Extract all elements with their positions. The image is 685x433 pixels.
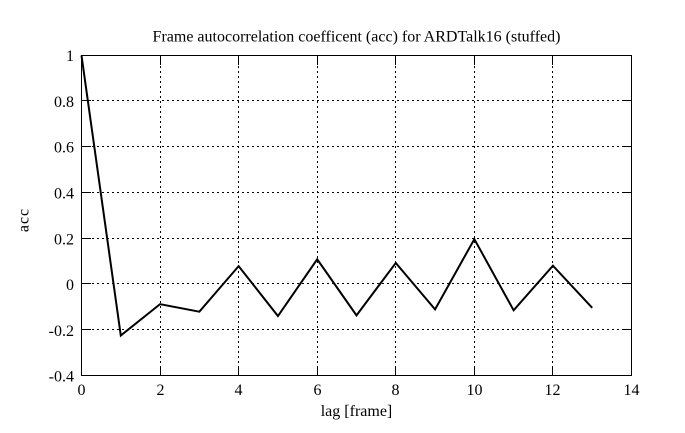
svg-text:2: 2 [157,382,165,399]
svg-text:6: 6 [314,382,322,399]
svg-text:12: 12 [545,382,561,399]
svg-text:0: 0 [78,382,86,399]
svg-text:4: 4 [235,382,243,399]
svg-text:acc: acc [16,208,33,232]
svg-text:1: 1 [66,48,74,65]
svg-text:14: 14 [624,382,640,399]
svg-text:-0.2: -0.2 [49,323,74,340]
svg-text:Frame autocorrelation coeffice: Frame autocorrelation coefficent (acc) f… [153,29,561,46]
svg-text:10: 10 [467,382,483,399]
svg-text:0.8: 0.8 [54,94,74,111]
svg-text:-0.4: -0.4 [49,369,74,386]
svg-text:0.4: 0.4 [54,186,74,203]
svg-text:0: 0 [66,277,74,294]
svg-text:lag [frame]: lag [frame] [321,403,393,420]
svg-text:0.2: 0.2 [54,231,74,248]
svg-text:8: 8 [392,382,400,399]
svg-text:0.6: 0.6 [54,140,74,157]
